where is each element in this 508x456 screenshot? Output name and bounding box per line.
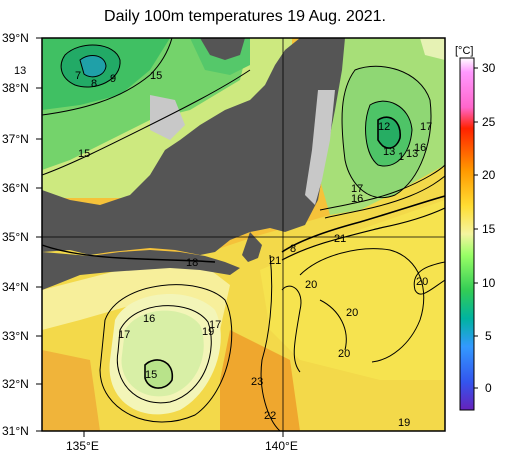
lat-label: 35°N	[2, 230, 29, 244]
lat-label: 37°N	[2, 132, 29, 146]
tohoku-north-pale	[420, 38, 445, 60]
lat-label: 32°N	[2, 377, 29, 391]
contour-label: 9	[110, 73, 116, 85]
contour-label: 22	[264, 410, 276, 422]
contour-label: 16	[414, 142, 426, 154]
contour-label: 17	[118, 329, 130, 341]
lat-label: 38°N	[2, 81, 29, 95]
map-title: Daily 100m temperatures 19 Aug. 2021.	[104, 8, 386, 25]
coastal-shelf-east	[305, 90, 335, 205]
contour-label: 19	[202, 326, 214, 338]
colorbar-tick: 15	[482, 222, 496, 236]
contour-label: 7	[75, 70, 81, 82]
contour-label: 21	[334, 233, 346, 245]
contour-label: 20	[305, 279, 317, 291]
contour-label: 17	[351, 183, 363, 195]
land-izu	[242, 232, 262, 262]
contour-label: 8	[91, 78, 97, 90]
contour-label: 21	[269, 255, 281, 267]
map-frame	[41, 37, 446, 432]
contour-label: 20	[346, 307, 358, 319]
contour-label: 15	[78, 148, 90, 160]
tohoku-eddy-core	[378, 117, 401, 149]
longitude-labels: 135°E 140°E	[66, 439, 298, 453]
contour-label: 17	[420, 121, 432, 133]
land-honshu	[42, 38, 345, 255]
contour-label: 15	[145, 369, 157, 381]
contour-labels: 13 7 8 9 15 15 12 17 13 1 13 16 17 16 21…	[14, 65, 432, 429]
graticule	[42, 38, 445, 431]
contour-label: 19	[398, 417, 410, 429]
lat-label: 31°N	[2, 424, 29, 438]
contour-label: 8	[290, 243, 296, 255]
cold-eddy-middle	[121, 310, 204, 397]
ocean-yellow-east	[260, 200, 445, 380]
ocean-orange-west	[42, 350, 100, 431]
colorbar-tick: 0	[485, 381, 492, 395]
contour-label: 13	[14, 65, 26, 77]
contour-label: 15	[150, 70, 162, 82]
colorbar-gradient	[459, 57, 475, 411]
lon-label: 135°E	[66, 439, 99, 453]
colorbar-tick: 5	[485, 329, 492, 343]
contour-label: 20	[416, 276, 428, 288]
colorbar: [°C]	[455, 45, 496, 411]
cold-eddy-core	[145, 360, 173, 389]
lat-label: 36°N	[2, 181, 29, 195]
colorbar-tick: 20	[482, 168, 496, 182]
lat-label: 34°N	[2, 280, 29, 294]
cold-core-center	[80, 55, 106, 77]
land-north-coast	[200, 38, 245, 60]
land-kii-shikoku	[42, 250, 240, 290]
contour-label: 16	[351, 193, 363, 205]
contour-label: 1	[398, 151, 404, 163]
colorbar-tick: 10	[482, 276, 496, 290]
contour-label: 23	[251, 376, 263, 388]
lat-label: 33°N	[2, 329, 29, 343]
temperature-map	[42, 38, 445, 431]
contour-label: 18	[186, 257, 198, 269]
contour-label: 17	[209, 319, 221, 331]
ocean-orange-south	[220, 330, 300, 431]
colorbar-unit: [°C]	[455, 45, 473, 57]
colorbar-tick: 25	[482, 115, 496, 129]
contour-label: 16	[143, 313, 155, 325]
isotherm-lines	[42, 38, 445, 431]
lat-label: 39°N	[2, 31, 29, 45]
contour-label: 13	[406, 148, 418, 160]
latitude-labels: 39°N 38°N 37°N 36°N 35°N 34°N 33°N 32°N …	[2, 31, 29, 438]
contour-label: 20	[338, 348, 350, 360]
noto-peninsula-shelf	[150, 95, 185, 140]
contour-label: 13	[383, 146, 395, 158]
contour-label: 12	[378, 121, 390, 133]
axis-ticks	[36, 37, 284, 437]
lon-label: 140°E	[265, 439, 298, 453]
colorbar-tick: 30	[482, 61, 496, 75]
